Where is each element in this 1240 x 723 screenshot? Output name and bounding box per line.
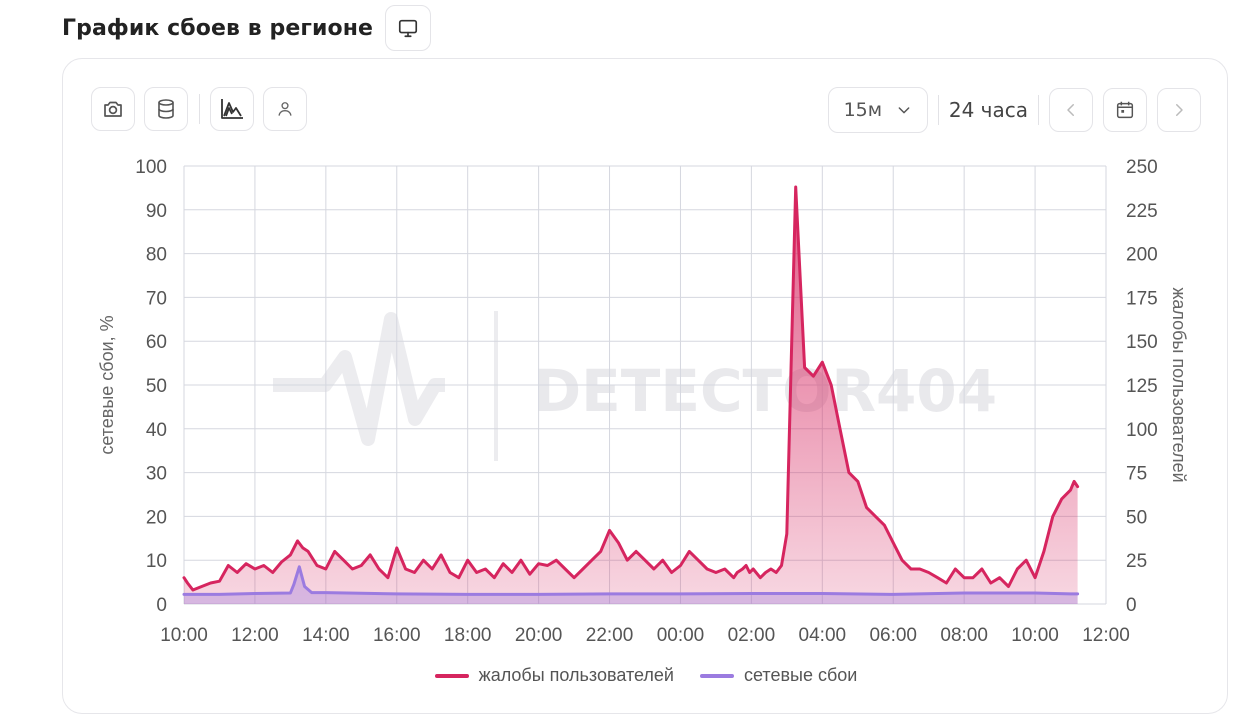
x-tick-label: 04:00 [799,625,847,646]
x-tick-label: 14:00 [302,625,350,646]
y-right-tick-label: 250 [1126,157,1158,178]
y-left-axis-title: сетевые сбои, % [97,315,117,454]
x-tick-label: 02:00 [728,625,776,646]
legend-swatch-complaints [434,673,469,678]
y-left-tick-label: 60 [146,332,167,353]
page-header: График сбоев в регионе [62,5,432,51]
chart-type-button[interactable] [210,87,254,131]
x-tick-label: 10:00 [1011,625,1059,646]
legend-item-complaints[interactable]: жалобы пользователей [434,665,674,686]
y-left-tick-label: 100 [135,157,167,178]
calendar-button[interactable] [1103,88,1147,132]
x-tick-label: 12:00 [1082,625,1130,646]
period-label[interactable]: 24 часа [948,98,1028,122]
y-left-tick-label: 30 [146,464,167,485]
series-network-line [182,565,1080,596]
y-right-tick-label: 225 [1126,201,1158,222]
interval-value: 15м [843,99,883,121]
y-right-tick-label: 0 [1126,595,1137,616]
y-left-tick-label: 80 [146,245,167,266]
data-button[interactable] [144,87,188,131]
y-left-tick-label: 20 [146,507,167,528]
legend-item-network[interactable]: сетевые сбои [699,665,858,686]
x-tick-label: 18:00 [444,625,492,646]
toolbar-separator [199,94,200,124]
area-chart-icon [221,99,243,119]
toolbar-separator [1038,95,1039,125]
x-tick-label: 22:00 [586,625,634,646]
next-period-button[interactable] [1157,88,1201,132]
legend-label-complaints: жалобы пользователей [478,665,674,685]
screenshot-button[interactable] [91,87,135,131]
x-tick-label: 20:00 [515,625,563,646]
x-tick-label: 12:00 [231,625,279,646]
watermark-text: DETECTOR404 [533,357,997,425]
x-tick-label: 10:00 [160,625,208,646]
monitor-icon [398,19,418,38]
y-left-tick-label: 40 [146,420,167,441]
y-right-tick-label: 50 [1126,507,1147,528]
toolbar-separator [937,95,939,125]
chart-card: DETECTOR404 10:00 12:00 14:00 16:00 18:00 20:0… [62,58,1228,714]
series-complaints-line [182,185,1080,592]
chart-toolbar [91,87,316,131]
chevron-right-icon [1176,104,1183,116]
y-left-tick-label: 90 [146,201,167,222]
y-left-tick-label: 70 [146,288,167,309]
user-icon [278,102,292,116]
y-left-tick-label: 50 [146,376,167,397]
y-right-tick-label: 150 [1126,332,1158,353]
y-right-tick-label: 175 [1126,288,1158,309]
monitor-button[interactable] [385,5,432,51]
chart-legend: жалобы пользователей сетевые сбои [63,665,1229,686]
x-tick-label: 16:00 [373,625,421,646]
prev-period-button[interactable] [1049,88,1093,132]
x-tick-label: 08:00 [940,625,988,646]
y-right-tick-label: 75 [1126,464,1147,485]
time-controls: 15м 24 часа [827,87,1201,133]
user-button[interactable] [263,87,307,131]
page-title: График сбоев в регионе [62,15,374,41]
x-tick-label: 06:00 [869,625,917,646]
database-icon [158,99,174,119]
calendar-icon [1116,101,1134,119]
y-right-tick-label: 200 [1126,245,1158,266]
chevron-left-icon [1067,104,1074,116]
y-right-tick-label: 25 [1126,551,1147,572]
watermark-logo [273,312,445,446]
y-right-tick-label: 100 [1126,420,1158,441]
y-left-tick-label: 0 [156,595,167,616]
legend-swatch-network [699,673,734,678]
camera-icon [104,101,122,117]
legend-label-network: сетевые сбои [743,665,858,685]
x-tick-label: 00:00 [657,625,705,646]
y-right-axis-title: жалобы пользователей [1169,287,1189,482]
series-complaints-area [184,187,1078,604]
outage-chart: DETECTOR404 10:00 12:00 14:00 16:00 18:00 20:0… [97,157,1189,646]
y-right-tick-label: 125 [1126,376,1158,397]
y-left-tick-label: 10 [146,551,167,572]
chevron-down-icon [898,107,910,114]
interval-select[interactable]: 15м [827,87,928,133]
